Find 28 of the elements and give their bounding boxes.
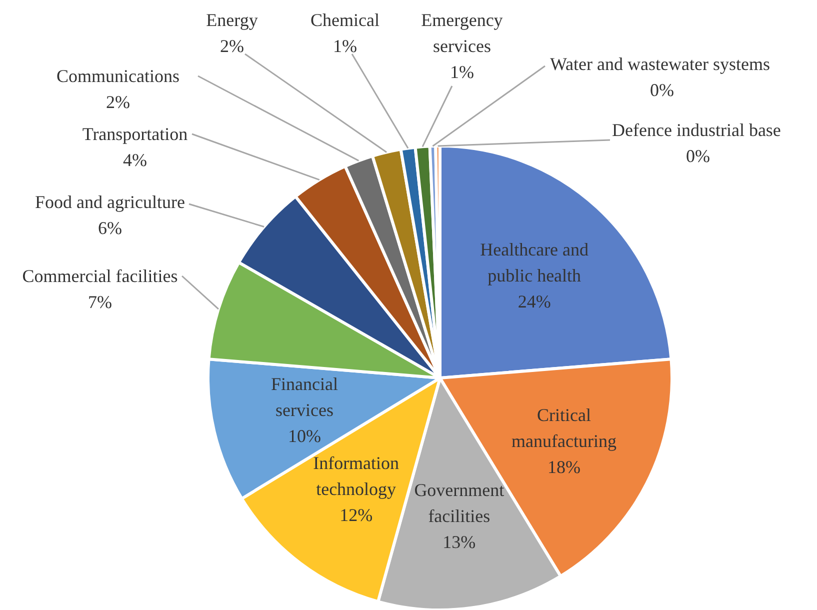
slice-label: Healthcare and public health [480, 240, 589, 286]
slice-label: Food and agriculture [35, 192, 185, 212]
data-label: 1% [450, 62, 474, 82]
data-label: 13% [442, 532, 476, 552]
slice-label: Commercial facilities [22, 266, 178, 286]
slice-label: Energy [206, 10, 258, 30]
slice-label: Government facilities [414, 480, 504, 526]
data-label: 24% [518, 292, 551, 312]
data-label: 10% [288, 426, 322, 446]
data-label: 6% [98, 218, 122, 238]
slice-label: Emergency services [421, 10, 503, 56]
slice-label: Transportation [82, 124, 188, 144]
data-label: 2% [106, 92, 130, 112]
data-label: 1% [333, 36, 357, 56]
data-label: 0% [686, 146, 710, 166]
data-label: 0% [650, 80, 674, 100]
data-label: 4% [123, 150, 147, 170]
data-label: 12% [340, 505, 373, 526]
data-label: 7% [88, 292, 112, 312]
slice-label: Defence industrial base [612, 120, 781, 140]
slice-label: Water and wastewater systems [550, 54, 770, 74]
data-label: 18% [548, 457, 581, 478]
slice-label: Financial services [271, 374, 338, 420]
slice-label: Chemical [310, 10, 380, 30]
data-label: 2% [220, 36, 244, 56]
slice-label: Information technology [313, 453, 400, 500]
slice-label: Communications [56, 66, 180, 86]
slice-label: Critical manufacturing [512, 405, 617, 452]
